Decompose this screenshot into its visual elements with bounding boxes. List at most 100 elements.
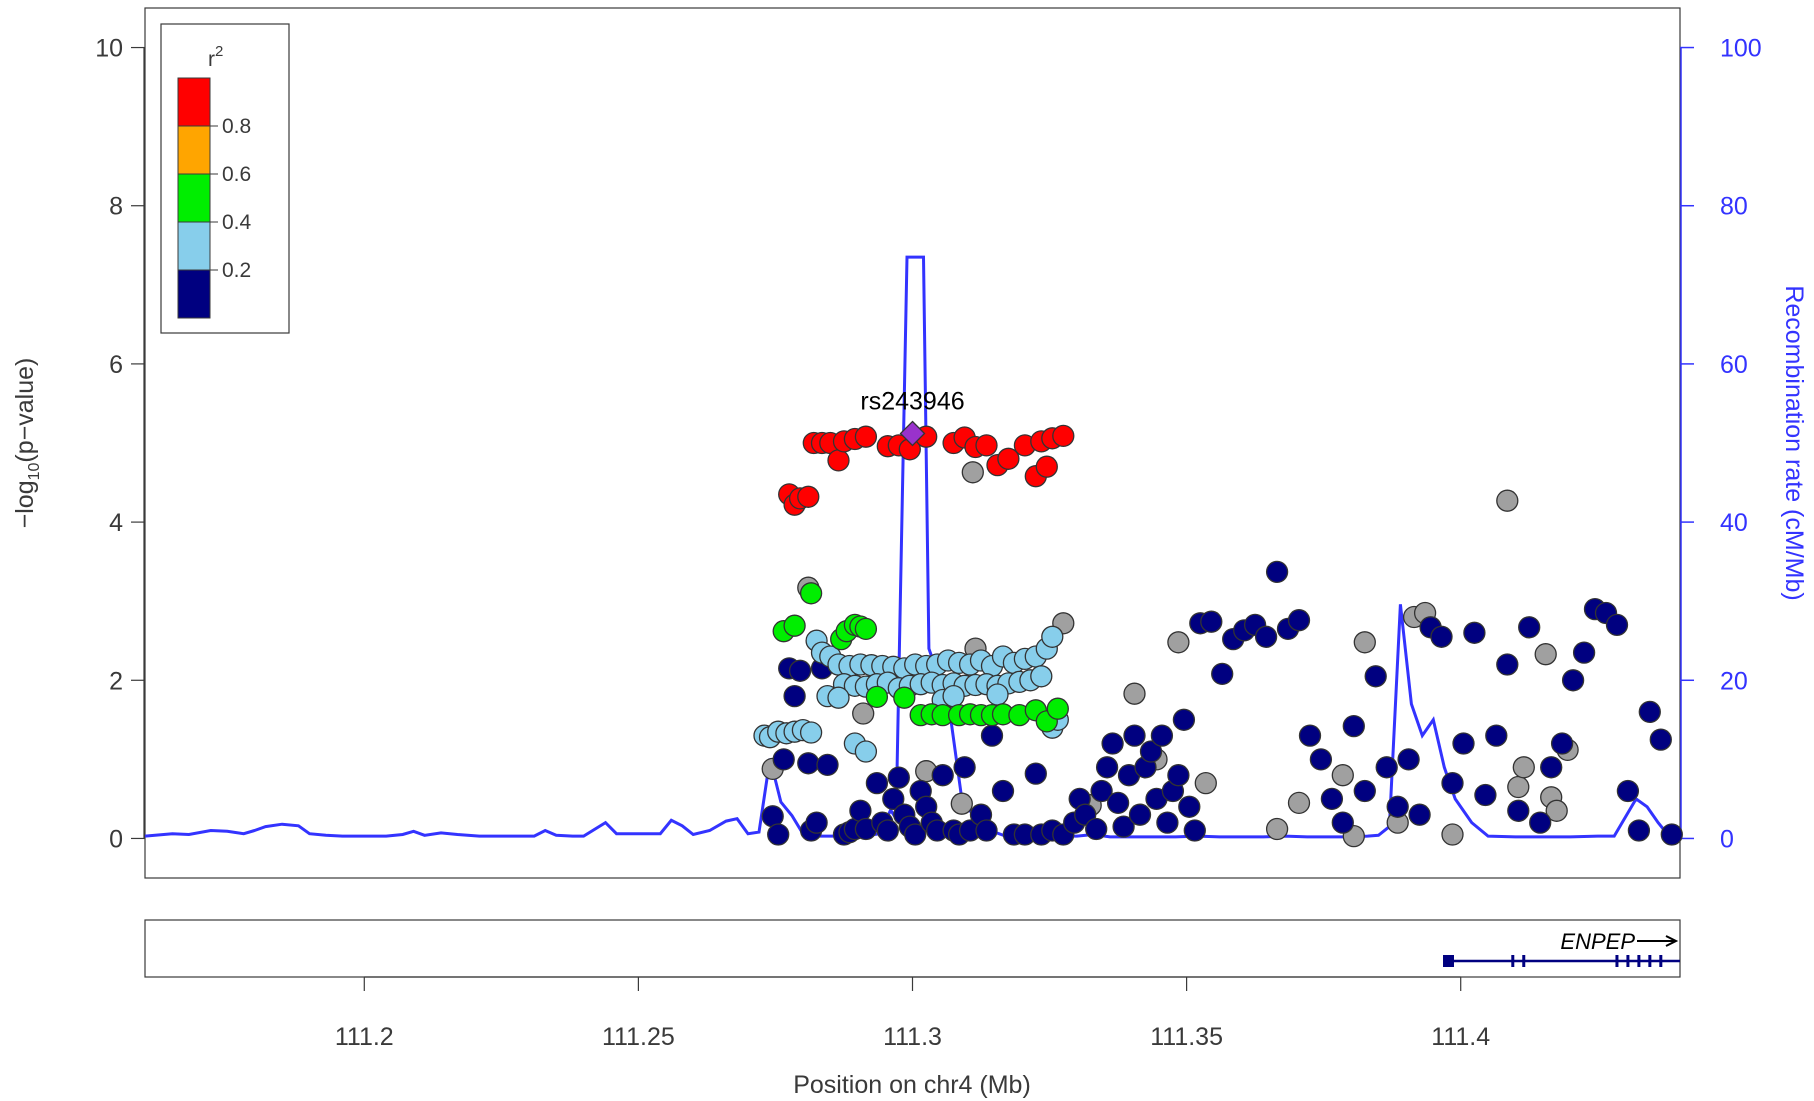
- snp-point-r2-low: [953, 756, 976, 779]
- snp-point-r2-low: [1660, 823, 1683, 846]
- snp-point-r2-low: [1095, 756, 1119, 779]
- gene-label-enpep: ENPEP: [1560, 929, 1635, 954]
- snp-point-r2-low: [1211, 662, 1234, 686]
- snp-point-r2-na: [1287, 791, 1311, 815]
- gene-panel-frame: [144, 919, 1681, 978]
- snp-point-r2-na: [1512, 756, 1535, 779]
- snp-point-r2-low: [1139, 740, 1163, 763]
- snp-point-r2-low: [1101, 732, 1124, 755]
- snp-point-r2-low: [816, 753, 839, 777]
- snp-point-r2-high: [797, 485, 820, 508]
- snp-point-r2-na: [1353, 631, 1376, 654]
- snp-point-r2-low: [1463, 621, 1486, 644]
- snp-points: [753, 420, 1683, 848]
- snp-point-r2-low: [1605, 613, 1629, 637]
- gene-exon: [1659, 955, 1663, 967]
- snp-point-r2-high: [975, 434, 998, 457]
- snp-point-r2-low: [904, 823, 927, 846]
- y-axis-left-title-main: −log: [11, 480, 39, 528]
- gene-exon: [1648, 955, 1652, 967]
- snp-point-r2-low: [1430, 625, 1453, 648]
- snp-point-r2-low: [1287, 609, 1311, 632]
- snp-point-r2-high: [1052, 424, 1075, 448]
- snp-point-r2-high: [827, 449, 850, 472]
- snp-point-r2-0.2-0.4: [986, 683, 1009, 706]
- snp-point-r2-low: [1397, 748, 1420, 771]
- gene-exon: [1443, 955, 1452, 967]
- y-axis-right-tick-label: 0: [1720, 825, 1734, 853]
- y-axis-left-tick-label: 6: [109, 351, 123, 379]
- y-axis-left-title: −log10(p−value): [11, 358, 43, 529]
- snp-point-r2-low: [1572, 641, 1596, 664]
- snp-point-r2-low: [1024, 762, 1047, 785]
- snp-point-r2-low: [1090, 779, 1113, 803]
- snp-point-r2-low: [1529, 811, 1552, 834]
- snp-point-r2-low: [767, 823, 790, 846]
- legend-title-main: r: [208, 48, 215, 71]
- snp-point-r2-low: [1200, 610, 1223, 633]
- snp-point-r2-0.2-0.4: [1041, 625, 1064, 648]
- snp-point-r2-0.4-0.6: [893, 686, 916, 709]
- index-snp-label: rs243946: [860, 388, 964, 416]
- snp-point-r2-low: [1112, 815, 1135, 838]
- snp-point-r2-0.2-0.4: [799, 721, 823, 744]
- snp-point-r2-0.4-0.6: [1046, 697, 1069, 720]
- r2-legend: r2 0.8 0.6 0.4 0.2: [160, 23, 290, 334]
- snp-point-r2-low: [1309, 748, 1333, 771]
- x-axis-tick-label: 111.3: [883, 1023, 942, 1051]
- gene-track: ENPEP: [1443, 929, 1680, 967]
- snp-point-r2-low: [931, 764, 954, 787]
- snp-point-r2-low: [1167, 764, 1190, 787]
- y-axis-left-tick-label: 4: [109, 509, 123, 537]
- legend-bin: [177, 269, 211, 319]
- x-axis-tick-label: 111.2: [335, 1023, 394, 1051]
- gene-exon: [1522, 955, 1526, 967]
- snp-point-r2-low: [1331, 811, 1354, 834]
- gene-exon: [1450, 955, 1454, 967]
- snp-point-r2-low: [1408, 803, 1431, 826]
- snp-point-r2-low: [783, 684, 806, 708]
- gene-exon: [1615, 955, 1619, 967]
- snp-point-r2-low: [1638, 700, 1661, 724]
- index-snp-point: [899, 420, 926, 447]
- y-axis-left-title-tail: (p−value): [11, 358, 39, 463]
- snp-point-r2-na: [1123, 682, 1146, 705]
- legend-tick-label: 0.4: [222, 211, 252, 234]
- snp-point-r2-na: [1331, 764, 1354, 787]
- snp-point-r2-low: [788, 659, 812, 682]
- gene-exon: [1637, 955, 1641, 967]
- gene-exon: [1511, 955, 1515, 967]
- snp-point-r2-na: [1441, 823, 1464, 846]
- y-axis-right-tick-label: 40: [1720, 509, 1748, 537]
- snp-point-r2-low: [1128, 803, 1152, 826]
- legend-tick-label: 0.8: [222, 115, 251, 138]
- snp-point-r2-low: [865, 771, 889, 795]
- snp-point-r2-high: [854, 425, 878, 448]
- snp-point-r2-na: [950, 792, 973, 815]
- snp-point-r2-na: [852, 702, 875, 725]
- legend-bins: 0.8 0.6 0.4 0.2: [177, 77, 252, 319]
- main-panel-frame: [144, 7, 1681, 879]
- snp-point-r2-na: [1265, 817, 1289, 841]
- legend-title-sup: 2: [215, 43, 223, 60]
- snp-point-r2-low: [1507, 799, 1530, 822]
- gene-direction-arrowhead: [1665, 935, 1679, 947]
- gene-exons: [1443, 955, 1663, 967]
- y-axis-left-tick-label: 10: [95, 35, 123, 63]
- snp-point-r2-0.4-0.6: [854, 617, 878, 641]
- snp-point-r2-low: [1627, 819, 1651, 842]
- snp-point-r2-low: [876, 819, 899, 842]
- legend-bin: [177, 77, 211, 127]
- snp-point-r2-low: [887, 766, 910, 789]
- snp-point-r2-low: [797, 752, 820, 775]
- snp-point-r2-low: [805, 811, 828, 834]
- snp-point-r2-low: [1265, 560, 1289, 584]
- snp-point-r2-low: [1540, 756, 1563, 779]
- snp-point-r2-low: [1172, 708, 1196, 731]
- x-axis-tick-label: 111.4: [1431, 1023, 1490, 1051]
- snp-point-r2-0.4-0.6: [865, 685, 889, 709]
- snp-point-r2-low: [1183, 819, 1206, 842]
- snp-point-r2-high: [1035, 455, 1058, 478]
- snp-point-r2-0.4-0.6: [799, 582, 823, 605]
